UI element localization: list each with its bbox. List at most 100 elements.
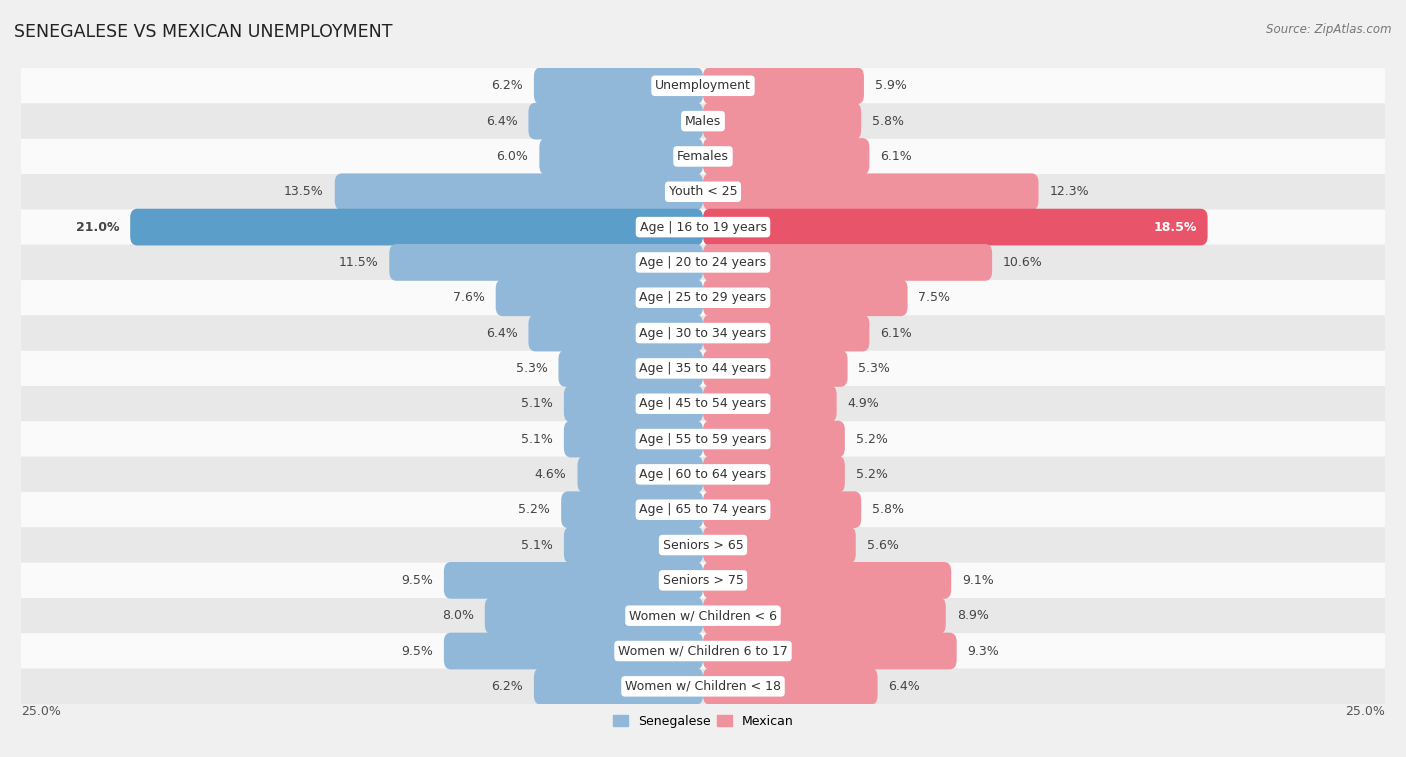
Text: 7.6%: 7.6% <box>453 291 485 304</box>
Text: 18.5%: 18.5% <box>1153 220 1197 234</box>
Text: 7.5%: 7.5% <box>918 291 950 304</box>
FancyBboxPatch shape <box>703 209 1208 245</box>
FancyBboxPatch shape <box>444 562 703 599</box>
FancyBboxPatch shape <box>21 668 1385 704</box>
FancyBboxPatch shape <box>21 210 1385 245</box>
Text: 6.2%: 6.2% <box>491 680 523 693</box>
Text: Source: ZipAtlas.com: Source: ZipAtlas.com <box>1267 23 1392 36</box>
Text: Seniors > 75: Seniors > 75 <box>662 574 744 587</box>
Text: 25.0%: 25.0% <box>21 705 60 718</box>
FancyBboxPatch shape <box>578 456 703 493</box>
FancyBboxPatch shape <box>21 634 1385 668</box>
FancyBboxPatch shape <box>534 67 703 104</box>
Text: Youth < 25: Youth < 25 <box>669 185 737 198</box>
Text: 9.1%: 9.1% <box>962 574 994 587</box>
FancyBboxPatch shape <box>335 173 703 210</box>
FancyBboxPatch shape <box>703 597 946 634</box>
FancyBboxPatch shape <box>703 421 845 457</box>
Text: Age | 30 to 34 years: Age | 30 to 34 years <box>640 326 766 340</box>
Text: 4.6%: 4.6% <box>534 468 567 481</box>
Text: 8.0%: 8.0% <box>441 609 474 622</box>
FancyBboxPatch shape <box>703 385 837 422</box>
Text: Age | 65 to 74 years: Age | 65 to 74 years <box>640 503 766 516</box>
FancyBboxPatch shape <box>703 103 862 139</box>
FancyBboxPatch shape <box>703 456 845 493</box>
Text: 6.4%: 6.4% <box>485 114 517 128</box>
FancyBboxPatch shape <box>21 598 1385 634</box>
FancyBboxPatch shape <box>21 562 1385 598</box>
FancyBboxPatch shape <box>21 280 1385 316</box>
FancyBboxPatch shape <box>703 633 956 669</box>
Text: 5.8%: 5.8% <box>872 503 904 516</box>
FancyBboxPatch shape <box>534 668 703 705</box>
Text: Age | 20 to 24 years: Age | 20 to 24 years <box>640 256 766 269</box>
FancyBboxPatch shape <box>703 350 848 387</box>
Text: Age | 60 to 64 years: Age | 60 to 64 years <box>640 468 766 481</box>
Text: 6.1%: 6.1% <box>880 150 912 163</box>
FancyBboxPatch shape <box>21 422 1385 456</box>
Text: 5.1%: 5.1% <box>522 432 553 446</box>
Text: Age | 35 to 44 years: Age | 35 to 44 years <box>640 362 766 375</box>
FancyBboxPatch shape <box>703 244 993 281</box>
Text: 5.8%: 5.8% <box>872 114 904 128</box>
Text: 5.2%: 5.2% <box>856 432 887 446</box>
Text: 12.3%: 12.3% <box>1049 185 1090 198</box>
FancyBboxPatch shape <box>485 597 703 634</box>
FancyBboxPatch shape <box>529 103 703 139</box>
Text: Women w/ Children < 18: Women w/ Children < 18 <box>626 680 780 693</box>
Text: 13.5%: 13.5% <box>284 185 323 198</box>
FancyBboxPatch shape <box>703 562 952 599</box>
FancyBboxPatch shape <box>703 279 908 316</box>
FancyBboxPatch shape <box>21 492 1385 528</box>
Text: SENEGALESE VS MEXICAN UNEMPLOYMENT: SENEGALESE VS MEXICAN UNEMPLOYMENT <box>14 23 392 41</box>
FancyBboxPatch shape <box>703 173 1039 210</box>
Text: 8.9%: 8.9% <box>956 609 988 622</box>
Text: 5.2%: 5.2% <box>856 468 887 481</box>
Text: 25.0%: 25.0% <box>1346 705 1385 718</box>
Text: 6.4%: 6.4% <box>889 680 921 693</box>
Text: 9.5%: 9.5% <box>401 574 433 587</box>
FancyBboxPatch shape <box>703 668 877 705</box>
Text: 9.3%: 9.3% <box>967 644 1000 658</box>
FancyBboxPatch shape <box>496 279 703 316</box>
Text: 6.2%: 6.2% <box>491 79 523 92</box>
Text: 5.1%: 5.1% <box>522 397 553 410</box>
FancyBboxPatch shape <box>21 68 1385 104</box>
FancyBboxPatch shape <box>703 527 856 563</box>
Text: 5.1%: 5.1% <box>522 538 553 552</box>
Text: Seniors > 65: Seniors > 65 <box>662 538 744 552</box>
FancyBboxPatch shape <box>131 209 703 245</box>
Text: 9.5%: 9.5% <box>401 644 433 658</box>
Text: Age | 16 to 19 years: Age | 16 to 19 years <box>640 220 766 234</box>
Text: Females: Females <box>678 150 728 163</box>
FancyBboxPatch shape <box>540 138 703 175</box>
Text: Women w/ Children 6 to 17: Women w/ Children 6 to 17 <box>619 644 787 658</box>
FancyBboxPatch shape <box>21 104 1385 139</box>
FancyBboxPatch shape <box>558 350 703 387</box>
FancyBboxPatch shape <box>703 138 869 175</box>
Text: 5.2%: 5.2% <box>519 503 550 516</box>
FancyBboxPatch shape <box>21 245 1385 280</box>
FancyBboxPatch shape <box>564 527 703 563</box>
Text: Age | 25 to 29 years: Age | 25 to 29 years <box>640 291 766 304</box>
Text: 21.0%: 21.0% <box>76 220 120 234</box>
FancyBboxPatch shape <box>703 67 863 104</box>
FancyBboxPatch shape <box>21 174 1385 210</box>
Text: 6.4%: 6.4% <box>485 326 517 340</box>
Text: 11.5%: 11.5% <box>339 256 378 269</box>
FancyBboxPatch shape <box>21 350 1385 386</box>
FancyBboxPatch shape <box>21 386 1385 422</box>
Text: 6.0%: 6.0% <box>496 150 529 163</box>
FancyBboxPatch shape <box>389 244 703 281</box>
Text: 5.3%: 5.3% <box>516 362 547 375</box>
FancyBboxPatch shape <box>703 491 862 528</box>
FancyBboxPatch shape <box>444 633 703 669</box>
Text: 5.3%: 5.3% <box>859 362 890 375</box>
Text: Unemployment: Unemployment <box>655 79 751 92</box>
Text: 4.9%: 4.9% <box>848 397 879 410</box>
Text: 5.6%: 5.6% <box>866 538 898 552</box>
Text: Age | 45 to 54 years: Age | 45 to 54 years <box>640 397 766 410</box>
FancyBboxPatch shape <box>21 139 1385 174</box>
Text: Males: Males <box>685 114 721 128</box>
Legend: Senegalese, Mexican: Senegalese, Mexican <box>607 710 799 733</box>
